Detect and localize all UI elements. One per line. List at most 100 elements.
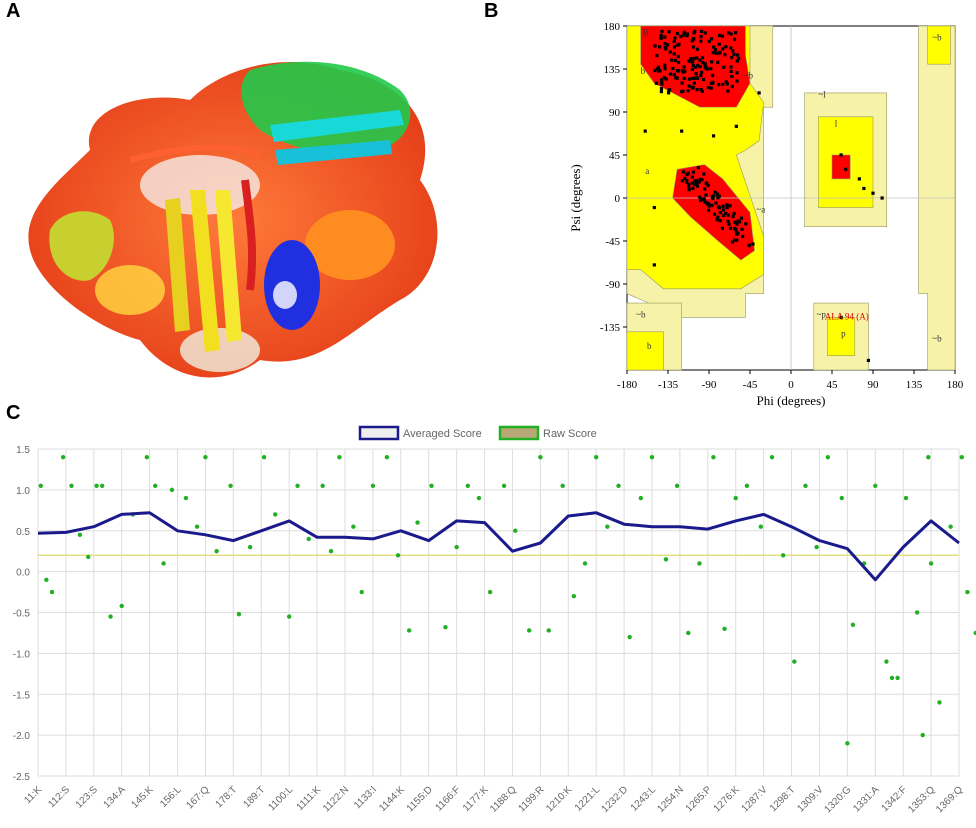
- y-tick-label: -2.5: [13, 772, 31, 783]
- x-axis-label: Phi (degrees): [757, 393, 826, 408]
- region-label: ~b: [744, 71, 754, 81]
- region-label: p: [841, 329, 846, 339]
- residue-point: [705, 67, 709, 71]
- residue-point: [705, 181, 709, 185]
- raw-score-point: [973, 630, 976, 636]
- residue-point: [692, 56, 696, 61]
- x-tick-label: 135: [906, 379, 923, 391]
- raw-score-point: [582, 561, 588, 566]
- x-tick-label: 180: [947, 379, 964, 391]
- x-tick-label: 1166:F: [433, 784, 462, 813]
- residue-point: [694, 75, 698, 79]
- x-tick-label: -135: [658, 379, 679, 391]
- y-tick-label: 0: [615, 193, 621, 205]
- raw-score-point: [406, 628, 412, 633]
- residue-point: [744, 222, 748, 226]
- raw-score-point: [538, 454, 543, 460]
- residue-point: [709, 86, 713, 90]
- residue-point: [732, 52, 736, 57]
- residue-point: [687, 188, 691, 192]
- residue-point: [664, 47, 668, 51]
- residue-point: [663, 63, 667, 67]
- raw-score-point: [77, 532, 83, 538]
- residue-point: [725, 82, 729, 86]
- residue-point: [713, 190, 717, 194]
- residue-point: [722, 213, 726, 217]
- residue-point: [679, 34, 683, 39]
- residue-point: [734, 227, 738, 232]
- residue-point: [717, 83, 721, 87]
- residue-point: [685, 180, 689, 184]
- x-tick-label: 1177:K: [461, 784, 491, 814]
- y-tick-label: 0.5: [16, 527, 30, 538]
- x-tick-label: 1287:V: [740, 784, 770, 814]
- raw-score-point: [337, 454, 342, 460]
- residue-point: [718, 211, 722, 215]
- x-tick-label: 134:A: [102, 784, 128, 810]
- residue-point: [680, 81, 684, 85]
- x-tick-label: 0: [788, 379, 794, 391]
- raw-score-point: [94, 483, 99, 488]
- residue-point: [689, 57, 693, 61]
- raw-score-point: [44, 577, 49, 582]
- residue-point: [717, 194, 721, 198]
- raw-score-point: [711, 454, 716, 460]
- residue-point: [699, 29, 704, 34]
- raw-score-point: [69, 483, 74, 488]
- residue-point: [667, 30, 671, 34]
- x-tick-label: 45: [827, 379, 839, 391]
- beta-sheet-yellow: [165, 190, 242, 352]
- averaged-score-line: [37, 511, 960, 582]
- residue-point: [722, 65, 726, 69]
- y-tick-label: -135: [600, 322, 621, 334]
- residue-point: [685, 33, 689, 38]
- x-tick-label: 1122:N: [321, 784, 351, 814]
- y-tick-label: 0.0: [16, 568, 30, 579]
- raw-score-point: [903, 495, 909, 501]
- raw-score-point: [370, 483, 376, 488]
- residue-point: [729, 46, 733, 50]
- residue-point: [690, 175, 694, 179]
- region-label: ~p: [817, 309, 827, 319]
- raw-score-point: [926, 454, 931, 460]
- residue-point: [712, 212, 717, 216]
- raw-score-point: [792, 659, 797, 664]
- residue-point: [700, 89, 704, 93]
- x-tick-label: 1221:L: [573, 784, 603, 814]
- raw-score-point: [415, 520, 420, 525]
- residue-point: [715, 192, 720, 196]
- raw-score-point: [825, 454, 831, 460]
- residue-point: [698, 65, 702, 69]
- residue-point: [703, 200, 707, 204]
- raw-score-point: [119, 603, 124, 609]
- raw-score-point: [359, 589, 364, 595]
- residue-point: [702, 172, 706, 176]
- residue-point: [725, 205, 729, 210]
- residue-point: [663, 42, 667, 46]
- region-label: ~b: [932, 32, 942, 42]
- raw-score-point: [194, 524, 200, 529]
- residue-point: [672, 45, 677, 49]
- residue-point: [712, 45, 716, 49]
- residue-point: [694, 72, 698, 76]
- residue-point: [685, 172, 689, 177]
- residue-point: [728, 204, 732, 208]
- residue-point: [672, 52, 676, 56]
- legend-swatch-averaged: [358, 425, 400, 441]
- raw-score-point: [733, 495, 738, 501]
- residue-point: [730, 55, 734, 60]
- raw-score-point: [928, 561, 934, 566]
- raw-score-point: [476, 495, 482, 501]
- residue-point: [703, 62, 707, 66]
- y-tick-label: 135: [604, 64, 621, 76]
- residue-point: [691, 64, 695, 68]
- residue-point: [735, 238, 739, 242]
- residue-point: [735, 79, 739, 83]
- residue-point: [680, 179, 685, 183]
- raw-score-point: [744, 483, 750, 488]
- residue-point: [687, 59, 691, 63]
- y-tick-label: 180: [604, 21, 621, 33]
- residue-point: [685, 178, 689, 183]
- residue-point: [866, 358, 871, 363]
